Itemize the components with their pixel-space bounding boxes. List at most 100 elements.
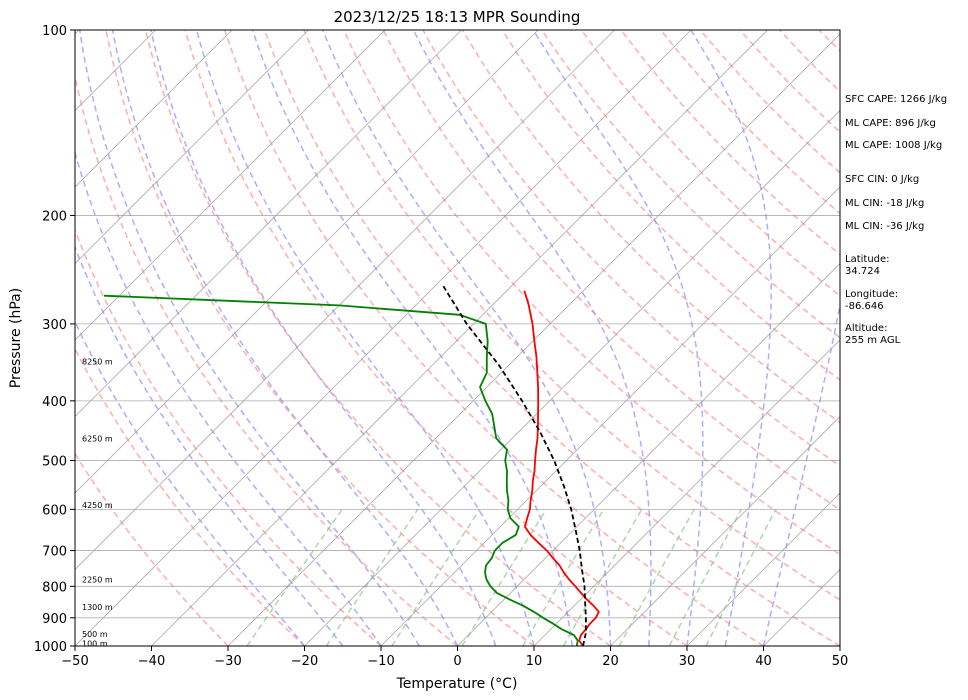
mixing-ratio-line xyxy=(562,508,643,646)
isotherm xyxy=(380,186,840,646)
isotherm xyxy=(457,262,840,646)
x-tick-label: −50 xyxy=(61,654,88,669)
mixing-ratio-line xyxy=(246,508,343,646)
altitude-label: 6250 m xyxy=(82,434,113,443)
data-lines xyxy=(103,285,600,646)
altitude-label: 4250 m xyxy=(82,501,113,510)
moist-adiabat xyxy=(690,30,772,646)
altitude-label: 100 m xyxy=(82,639,108,648)
dry-adiabat xyxy=(75,73,458,646)
altitude-label: 1300 m xyxy=(82,603,113,612)
y-tick-label: 100 xyxy=(42,24,67,39)
x-tick-label: 50 xyxy=(832,654,849,669)
ml-cape-text-2: ML CAPE: 1008 J/kg xyxy=(845,140,942,151)
grid-layer xyxy=(0,30,840,646)
isotherm xyxy=(151,30,768,646)
y-tick-label: 200 xyxy=(42,209,67,224)
altitude-label: 500 m xyxy=(82,630,108,639)
sounding-parameters: SFC CAPE: 1266 J/kg ML CAPE: 896 J/kg ML… xyxy=(845,94,947,346)
moist-adiabat xyxy=(75,245,344,646)
dry-adiabat xyxy=(422,30,840,467)
isotherm xyxy=(686,492,840,646)
temperature-profile xyxy=(523,290,600,646)
dewpoint-profile xyxy=(103,294,579,646)
moist-adiabat xyxy=(532,30,704,646)
y-tick-label: 300 xyxy=(42,318,67,333)
dry-adiabat xyxy=(580,30,840,297)
dry-adiabat xyxy=(144,30,611,646)
altitude-label: 8250 m xyxy=(82,357,113,366)
sfc-cin-text: SFC CIN: 0 J/kg xyxy=(845,174,919,185)
plot-frame xyxy=(74,29,841,647)
y-tick-label: 600 xyxy=(42,503,67,518)
moist-adiabat xyxy=(412,30,652,646)
x-tick-label: 40 xyxy=(755,654,772,669)
isotherm xyxy=(0,30,3,646)
moist-adiabat xyxy=(150,30,497,646)
isotherm xyxy=(75,30,386,341)
isotherm xyxy=(75,30,233,188)
isotherm xyxy=(75,30,539,494)
moist-adiabat xyxy=(78,30,420,646)
x-tick-label: −20 xyxy=(291,654,318,669)
altitude-value: 255 m AGL xyxy=(845,335,901,346)
ml-cin-text-1: ML CIN: -18 J/kg xyxy=(845,198,924,209)
y-tick-label: 1000 xyxy=(34,640,67,655)
x-tick-label: 30 xyxy=(679,654,696,669)
moist-adiabat xyxy=(251,30,574,646)
ml-cape-text-1: ML CAPE: 896 J/kg xyxy=(845,118,936,129)
parcel-profile xyxy=(442,285,587,646)
dry-adiabat xyxy=(75,228,382,646)
x-tick-label: 20 xyxy=(602,654,619,669)
x-axis-title: Temperature (°C) xyxy=(396,676,518,692)
moist-adiabat xyxy=(322,30,612,646)
isotherm xyxy=(75,30,309,265)
moist-adiabat xyxy=(195,30,535,646)
latitude-value: 34.724 xyxy=(845,266,880,277)
moist-adiabat xyxy=(762,301,840,646)
mixing-ratio-line xyxy=(461,508,547,646)
dry-adiabat xyxy=(303,30,840,601)
dry-adiabat xyxy=(382,30,840,511)
isotherm xyxy=(75,30,692,646)
isotherm xyxy=(75,30,462,418)
moist-adiabat xyxy=(75,150,382,646)
altitude-label: Altitude: xyxy=(845,323,887,334)
dry-adiabat xyxy=(342,30,840,556)
x-tick-label: 0 xyxy=(453,654,461,669)
isotherm xyxy=(75,30,615,571)
mixing-ratio-line xyxy=(705,508,777,646)
y-tick-label: 900 xyxy=(42,612,67,627)
y-tick-label: 700 xyxy=(42,545,67,560)
mixing-ratio-line xyxy=(668,508,742,646)
x-tick-label: 10 xyxy=(526,654,543,669)
y-tick-label: 800 xyxy=(42,580,67,595)
dry-adiabat xyxy=(105,30,535,646)
latitude-label: Latitude: xyxy=(845,254,890,265)
dry-adiabat xyxy=(263,30,840,646)
altitude-label: 2250 m xyxy=(82,576,113,585)
y-tick-label: 400 xyxy=(42,395,67,410)
x-tick-label: −10 xyxy=(367,654,394,669)
moist-adiabat xyxy=(111,30,459,646)
isotherm xyxy=(227,33,840,646)
dry-adiabat xyxy=(75,347,306,646)
longitude-label: Longitude: xyxy=(845,289,898,300)
ml-cin-text-2: ML CIN: -36 J/kg xyxy=(845,221,924,232)
isotherm xyxy=(533,339,840,646)
longitude-value: -86.646 xyxy=(845,301,884,312)
isotherm xyxy=(304,109,840,646)
dry-adiabat xyxy=(184,30,688,646)
chart-title: 2023/12/25 18:13 MPR Sounding xyxy=(334,8,581,26)
dry-adiabat xyxy=(75,452,229,646)
y-axis-title: Pressure (hPa) xyxy=(8,288,24,388)
y-tick-label: 500 xyxy=(42,455,67,470)
x-tick-label: −40 xyxy=(138,654,165,669)
axis-ticks: −50 −40 −30 −20 −10 0 10 20 30 40 50 1000 900 800 700 6… xyxy=(34,24,848,669)
sfc-cape-text: SFC CAPE: 1266 J/kg xyxy=(845,94,947,105)
mixing-ratio-line xyxy=(522,508,605,646)
x-tick-label: −30 xyxy=(214,654,241,669)
isotherm xyxy=(610,415,840,646)
